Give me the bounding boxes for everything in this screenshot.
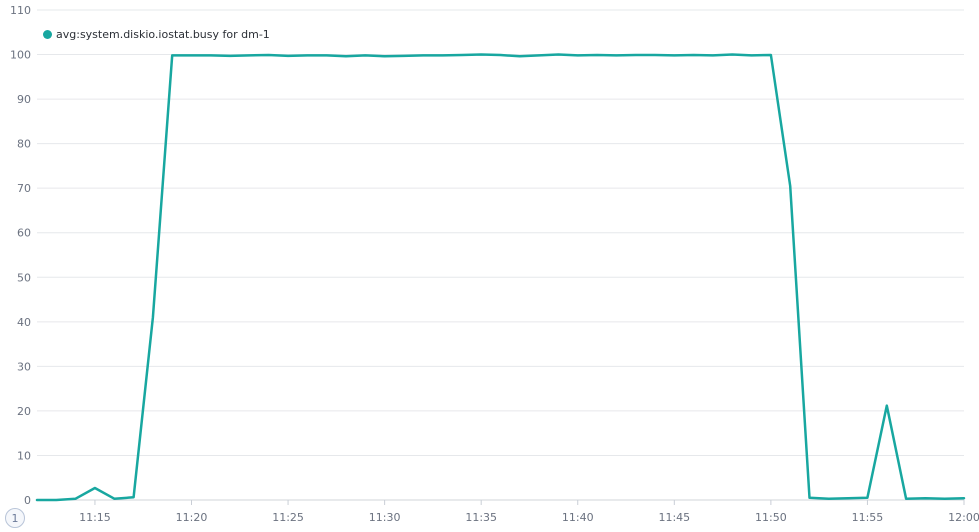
y-axis-ticks: 0 10 20 30 40 50 60 70 80 90 100 110: [10, 4, 31, 507]
y-tick-label: 90: [17, 93, 31, 106]
x-tick-label: 11:20: [176, 511, 208, 524]
x-tick-label: 11:25: [272, 511, 304, 524]
x-tick-label: 11:50: [755, 511, 787, 524]
legend[interactable]: avg:system.diskio.iostat.busy for dm-1: [43, 28, 270, 41]
y-tick-label: 50: [17, 271, 31, 284]
x-tick-label: 11:45: [658, 511, 690, 524]
y-tick-label: 70: [17, 182, 31, 195]
x-tick-label: 11:40: [562, 511, 594, 524]
x-tick-label: 11:55: [852, 511, 884, 524]
x-axis-ticks: 11:15 11:20 11:25 11:30 11:35 11:40 11:45 11:50…: [79, 500, 979, 524]
y-tick-label: 60: [17, 227, 31, 240]
y-tick-label: 0: [24, 494, 31, 507]
x-tick-label: 11:30: [369, 511, 401, 524]
y-tick-label: 40: [17, 316, 31, 329]
series-line-0[interactable]: [35, 53, 966, 502]
y-tick-label: 100: [10, 49, 31, 62]
x-tick-label: 11:15: [79, 511, 111, 524]
legend-label: avg:system.diskio.iostat.busy for dm-1: [56, 28, 270, 41]
y-tick-label: 10: [17, 449, 31, 462]
y-tick-label: 80: [17, 138, 31, 151]
y-tick-label: 20: [17, 405, 31, 418]
x-tick-label: 11:35: [465, 511, 497, 524]
grid-lines: [37, 9, 964, 501]
y-tick-label: 110: [10, 4, 31, 17]
series-lines: [35, 53, 966, 502]
legend-swatch: [43, 30, 52, 39]
page-indicator[interactable]: 1: [5, 508, 25, 528]
y-tick-label: 30: [17, 360, 31, 373]
x-tick-label: 12:00: [948, 511, 979, 524]
